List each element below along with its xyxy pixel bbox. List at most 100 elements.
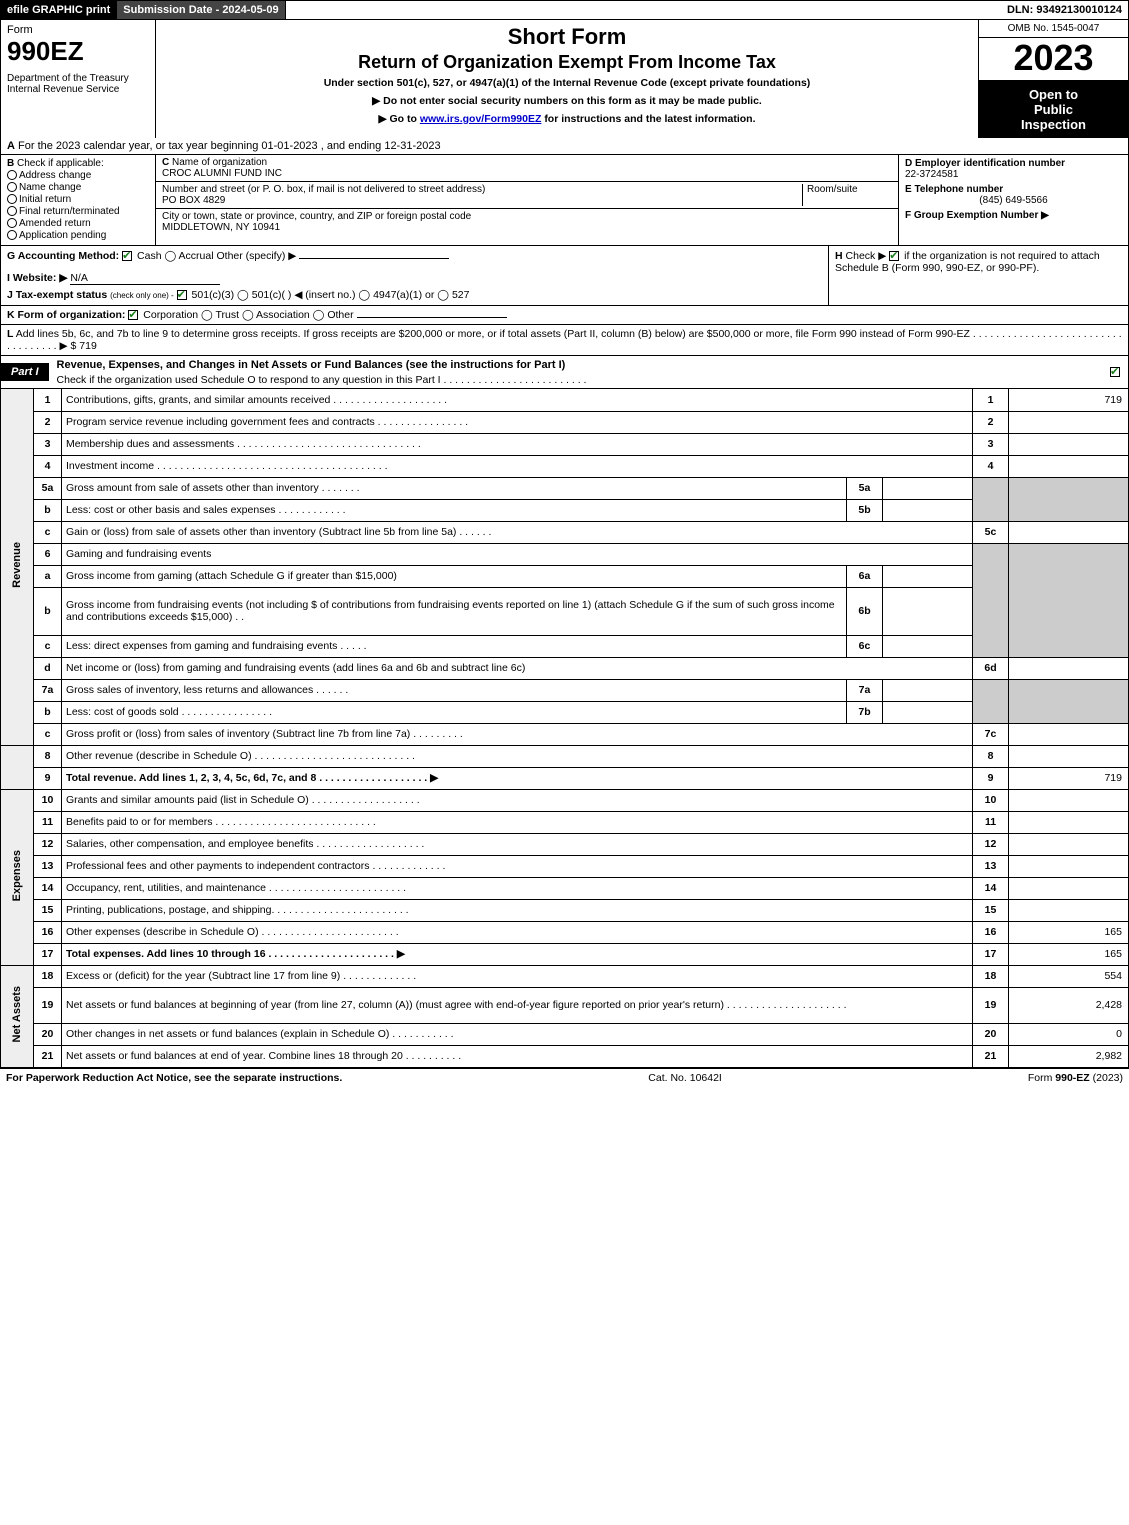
cb-corporation[interactable] bbox=[128, 310, 138, 320]
line-16-value: 165 bbox=[1009, 921, 1129, 943]
table-row: 7aGross sales of inventory, less returns… bbox=[1, 679, 1129, 701]
table-row: cGross profit or (loss) from sales of in… bbox=[1, 723, 1129, 745]
table-row: 11Benefits paid to or for members . . . … bbox=[1, 811, 1129, 833]
table-row: 4Investment income . . . . . . . . . . .… bbox=[1, 455, 1129, 477]
irs-label: Internal Revenue Service bbox=[7, 84, 149, 95]
website-value: N/A bbox=[70, 272, 220, 285]
j-small: (check only one) - bbox=[110, 291, 174, 300]
phone-value: (845) 649-5566 bbox=[905, 195, 1122, 206]
cb-final-return[interactable]: Final return/terminated bbox=[7, 206, 149, 217]
section-def: D Employer identification number 22-3724… bbox=[898, 155, 1128, 245]
line-1-desc: Contributions, gifts, grants, and simila… bbox=[62, 389, 973, 411]
ghij-left: G Accounting Method: Cash ◯ Accrual Othe… bbox=[1, 246, 828, 305]
form-word: Form bbox=[7, 24, 149, 36]
cb-address-change[interactable]: Address change bbox=[7, 170, 149, 181]
line-17-value: 165 bbox=[1009, 943, 1129, 965]
footer-right: Form 990-EZ (2023) bbox=[1028, 1072, 1123, 1084]
table-row: cGain or (loss) from sale of assets othe… bbox=[1, 521, 1129, 543]
section-b: B Check if applicable: Address change Na… bbox=[1, 155, 156, 245]
table-row: 9Total revenue. Add lines 1, 2, 3, 4, 5c… bbox=[1, 767, 1129, 789]
form-title-long: Return of Organization Exempt From Incom… bbox=[162, 52, 972, 73]
g-other-input[interactable] bbox=[299, 258, 449, 259]
line-19-value: 2,428 bbox=[1009, 987, 1129, 1023]
form-number: 990EZ bbox=[7, 36, 149, 67]
goto-line: ▶ Go to www.irs.gov/Form990EZ for instru… bbox=[162, 113, 972, 125]
submission-date: Submission Date - 2024-05-09 bbox=[117, 1, 285, 19]
table-row: 8Other revenue (describe in Schedule O) … bbox=[1, 745, 1129, 767]
open-line1: Open to bbox=[983, 87, 1124, 102]
goto-suffix: for instructions and the latest informat… bbox=[544, 113, 755, 125]
group-exemption-label: F Group Exemption Number ▶ bbox=[905, 210, 1122, 221]
room-label: Room/suite bbox=[807, 184, 858, 195]
h-label: H bbox=[835, 250, 843, 262]
cb-schedule-o[interactable] bbox=[1110, 367, 1120, 377]
table-row: 12Salaries, other compensation, and empl… bbox=[1, 833, 1129, 855]
side-expenses: Expenses bbox=[1, 789, 34, 965]
goto-prefix: ▶ Go to bbox=[379, 113, 420, 125]
footer-left: For Paperwork Reduction Act Notice, see … bbox=[6, 1072, 342, 1084]
cb-name-change[interactable]: Name change bbox=[7, 182, 149, 193]
side-net-assets: Net Assets bbox=[1, 965, 34, 1067]
city-value: MIDDLETOWN, NY 10941 bbox=[162, 222, 280, 233]
form-title-block: Short Form Return of Organization Exempt… bbox=[156, 20, 978, 138]
ssn-warning: ▶ Do not enter social security numbers o… bbox=[162, 95, 972, 107]
page-footer: For Paperwork Reduction Act Notice, see … bbox=[0, 1068, 1129, 1087]
cb-application-pending[interactable]: Application pending bbox=[7, 230, 149, 241]
part-i-table: Revenue 1 Contributions, gifts, grants, … bbox=[0, 389, 1129, 1068]
l-text: Add lines 5b, 6c, and 7b to line 9 to de… bbox=[7, 328, 1122, 352]
table-row: 16Other expenses (describe in Schedule O… bbox=[1, 921, 1129, 943]
j-options: 501(c)(3) ◯ 501(c)( ) ◀ (insert no.) ◯ 4… bbox=[192, 289, 470, 301]
open-public-badge: Open to Public Inspection bbox=[979, 81, 1128, 138]
table-row: 21Net assets or fund balances at end of … bbox=[1, 1045, 1129, 1067]
g-label: G Accounting Method: bbox=[7, 250, 119, 262]
part-i-check-line: Check if the organization used Schedule … bbox=[57, 374, 1104, 388]
table-row: 6Gaming and fundraising events bbox=[1, 543, 1129, 565]
form-subtitle: Under section 501(c), 527, or 4947(a)(1)… bbox=[162, 77, 972, 89]
section-c: C Name of organization CROC ALUMNI FUND … bbox=[156, 155, 898, 245]
irs-link[interactable]: www.irs.gov/Form990EZ bbox=[420, 113, 542, 125]
org-name: CROC ALUMNI FUND INC bbox=[162, 168, 282, 179]
k-options: Corporation ◯ Trust ◯ Association ◯ Othe… bbox=[143, 309, 353, 321]
section-b-title: Check if applicable: bbox=[17, 158, 104, 169]
table-row: 2Program service revenue including gover… bbox=[1, 411, 1129, 433]
table-row: 15Printing, publications, postage, and s… bbox=[1, 899, 1129, 921]
h-text1: Check ▶ bbox=[846, 250, 887, 262]
street-label: Number and street (or P. O. box, if mail… bbox=[162, 184, 485, 195]
table-row: Net Assets18Excess or (deficit) for the … bbox=[1, 965, 1129, 987]
street-value: PO BOX 4829 bbox=[162, 195, 225, 206]
section-k: K Form of organization: Corporation ◯ Tr… bbox=[0, 306, 1129, 325]
table-row: 19Net assets or fund balances at beginni… bbox=[1, 987, 1129, 1023]
table-row: 20Other changes in net assets or fund ba… bbox=[1, 1023, 1129, 1045]
cb-501c3[interactable] bbox=[177, 290, 187, 300]
org-info-block: B Check if applicable: Address change Na… bbox=[0, 155, 1129, 246]
section-h: H Check ▶ if the organization is not req… bbox=[828, 246, 1128, 305]
cb-schedule-b[interactable] bbox=[889, 251, 899, 261]
org-name-label: Name of organization bbox=[172, 157, 267, 168]
efile-print-button[interactable]: efile GRAPHIC print bbox=[1, 1, 117, 19]
section-c-label: C bbox=[162, 157, 169, 168]
footer-mid: Cat. No. 10642I bbox=[648, 1072, 722, 1084]
l-label: L bbox=[7, 328, 13, 340]
section-ghij: G Accounting Method: Cash ◯ Accrual Othe… bbox=[0, 246, 1129, 306]
table-row: cLess: direct expenses from gaming and f… bbox=[1, 635, 1129, 657]
cb-cash[interactable] bbox=[122, 251, 132, 261]
table-row: bLess: cost of goods sold . . . . . . . … bbox=[1, 701, 1129, 723]
line-9-value: 719 bbox=[1009, 767, 1129, 789]
dln-number: DLN: 93492130010124 bbox=[1001, 1, 1128, 19]
part-i-header: Part I Revenue, Expenses, and Changes in… bbox=[0, 356, 1129, 389]
k-other-input[interactable] bbox=[357, 317, 507, 318]
section-a: A For the 2023 calendar year, or tax yea… bbox=[0, 138, 1129, 155]
omb-number: OMB No. 1545-0047 bbox=[979, 20, 1128, 38]
table-row: Expenses10Grants and similar amounts pai… bbox=[1, 789, 1129, 811]
cb-initial-return[interactable]: Initial return bbox=[7, 194, 149, 205]
line-20-value: 0 bbox=[1009, 1023, 1129, 1045]
dept-treasury: Department of the Treasury bbox=[7, 73, 149, 84]
open-line3: Inspection bbox=[983, 117, 1124, 132]
section-l: L Add lines 5b, 6c, and 7b to line 9 to … bbox=[0, 325, 1129, 356]
table-row: bLess: cost or other basis and sales exp… bbox=[1, 499, 1129, 521]
table-row: Revenue 1 Contributions, gifts, grants, … bbox=[1, 389, 1129, 411]
form-header: Form 990EZ Department of the Treasury In… bbox=[0, 20, 1129, 138]
top-bar: efile GRAPHIC print Submission Date - 20… bbox=[0, 0, 1129, 20]
form-meta-block: OMB No. 1545-0047 2023 Open to Public In… bbox=[978, 20, 1128, 138]
cb-amended-return[interactable]: Amended return bbox=[7, 218, 149, 229]
